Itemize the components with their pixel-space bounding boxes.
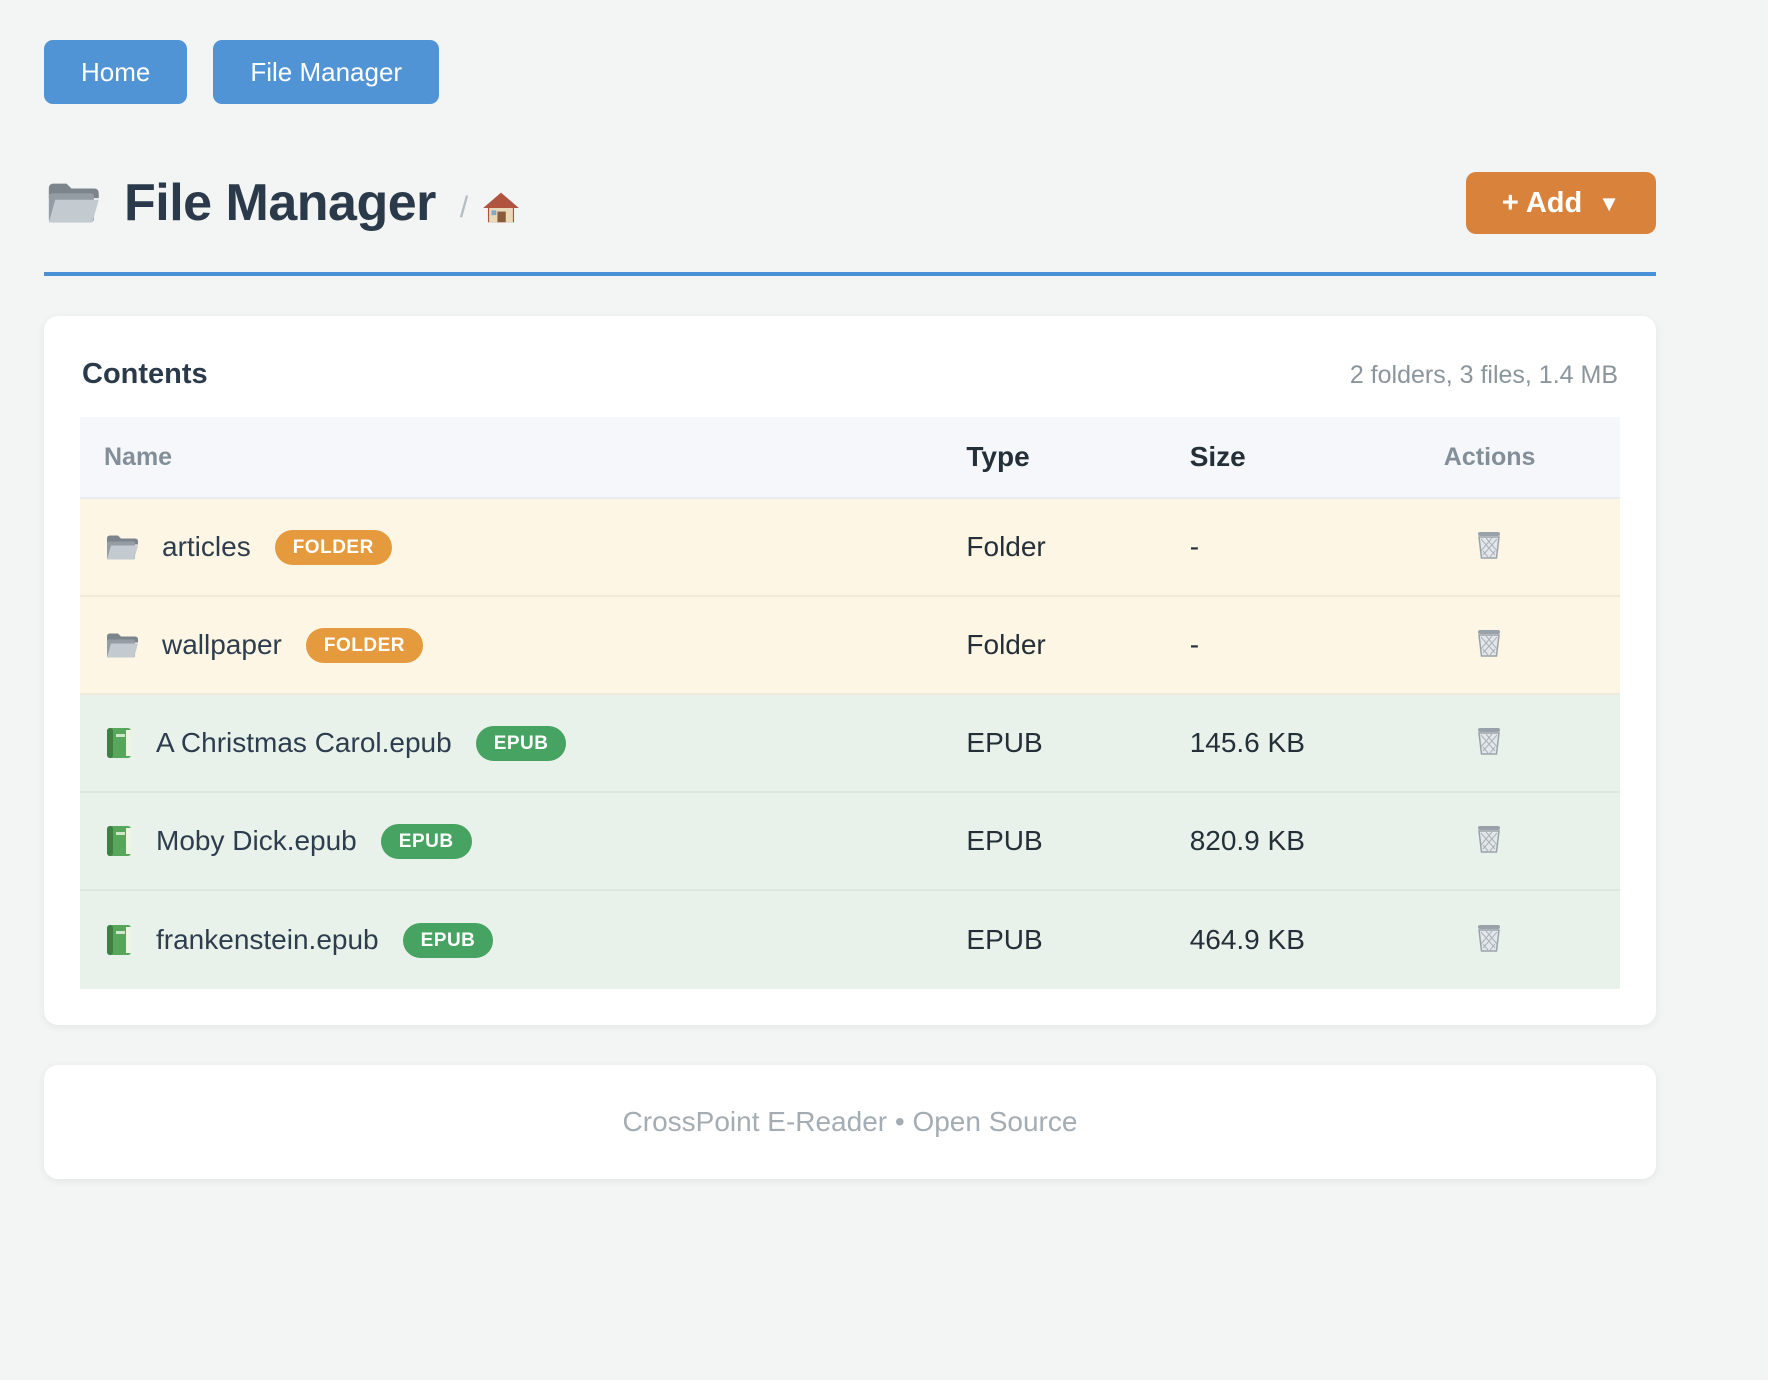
trash-icon[interactable] [1474,528,1504,562]
type-badge: EPUB [380,823,472,859]
column-header-type: Type [966,441,1030,472]
title-row: File Manager / + Add ▼ [44,172,1656,234]
contents-card: Contents 2 folders, 3 files, 1.4 MB Name… [44,316,1656,1025]
file-name[interactable]: Moby Dick.epub [156,825,357,856]
footer: CrossPoint E-Reader • Open Source [44,1065,1656,1179]
type-badge: FOLDER [274,529,392,565]
type-cell: EPUB [966,924,1043,955]
folder-icon [44,178,102,228]
file-table: Name Type Size Actions articles FOLDER F… [80,417,1620,989]
size-cell: 145.6 KB [1189,727,1305,758]
type-cell: Folder [966,629,1046,660]
contents-summary: 2 folders, 3 files, 1.4 MB [1349,361,1618,389]
file-name[interactable]: wallpaper [162,629,282,660]
folder-icon [104,532,140,563]
file-name[interactable]: articles [162,531,251,562]
green-book-icon [104,824,134,858]
column-header-actions: Actions [1443,442,1536,471]
home-button[interactable]: Home [44,40,188,104]
size-cell: - [1189,531,1200,562]
page-title: File Manager [124,174,436,232]
table-row[interactable]: frankenstein.epub EPUB EPUB 464.9 KB [80,891,1620,989]
actions-cell [1420,528,1620,567]
table-header-row: Name Type Size Actions [80,417,1620,499]
type-cell: EPUB [966,727,1043,758]
table-row[interactable]: wallpaper FOLDER Folder - [80,597,1620,695]
name-cell: frankenstein.epub EPUB [80,922,942,958]
file-name[interactable]: frankenstein.epub [156,924,379,955]
size-cell: - [1189,629,1200,660]
page: Home File Manager File Manager / [44,0,1656,1179]
name-cell: wallpaper FOLDER [80,627,942,663]
column-header-name: Name [104,442,173,471]
green-book-icon [104,726,134,760]
actions-cell [1420,921,1620,960]
caret-down-icon: ▼ [1598,191,1620,216]
add-button[interactable]: + Add ▼ [1465,172,1656,234]
breadcrumb-separator: / [459,191,469,224]
size-cell: 464.9 KB [1189,924,1305,955]
name-cell: articles FOLDER [80,529,942,565]
size-cell: 820.9 KB [1189,825,1305,856]
home-icon[interactable] [482,190,520,226]
trash-icon[interactable] [1474,724,1504,758]
table-row[interactable]: Moby Dick.epub EPUB EPUB 820.9 KB [80,793,1620,891]
type-badge: EPUB [475,725,567,761]
contents-heading: Contents [82,358,208,390]
title-divider [44,272,1656,276]
top-nav: Home File Manager [44,40,1656,104]
file-name[interactable]: A Christmas Carol.epub [156,727,452,758]
title-group: File Manager / [44,173,520,233]
footer-text: CrossPoint E-Reader • Open Source [622,1106,1078,1137]
table-row[interactable]: articles FOLDER Folder - [80,499,1620,597]
actions-cell [1420,724,1620,763]
file-manager-button[interactable]: File Manager [213,40,440,104]
card-header: Contents 2 folders, 3 files, 1.4 MB [80,350,1620,417]
trash-icon[interactable] [1474,921,1504,955]
add-button-label: + Add [1501,186,1583,219]
name-cell: A Christmas Carol.epub EPUB [80,725,942,761]
folder-icon [104,630,140,661]
file-table-body: articles FOLDER Folder - [80,499,1620,989]
name-cell: Moby Dick.epub EPUB [80,823,942,859]
trash-icon[interactable] [1474,822,1504,856]
actions-cell [1420,626,1620,665]
type-badge: FOLDER [305,627,423,663]
green-book-icon [104,923,134,957]
type-cell: EPUB [966,825,1043,856]
type-badge: EPUB [402,922,494,958]
type-cell: Folder [966,531,1046,562]
trash-icon[interactable] [1474,626,1504,660]
actions-cell [1420,822,1620,861]
column-header-size: Size [1189,441,1246,472]
table-row[interactable]: A Christmas Carol.epub EPUB EPUB 145.6 K… [80,695,1620,793]
